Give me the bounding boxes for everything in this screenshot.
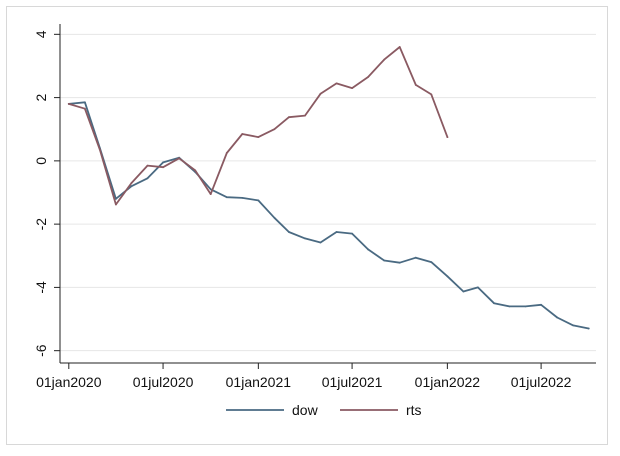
data-point-rts: [304, 114, 306, 117]
data-point-dow: [304, 237, 306, 240]
data-point-dow: [225, 196, 228, 199]
y-tick-label: 2: [33, 93, 49, 101]
data-point-dow: [462, 290, 465, 293]
data-point-dow: [335, 231, 338, 233]
data-point-dow: [556, 316, 559, 319]
data-point-dow: [383, 259, 386, 262]
data-point-dow: [130, 185, 133, 188]
data-point-dow: [209, 188, 212, 191]
y-tick-label: 0: [33, 157, 49, 165]
y-tick-label: 4: [33, 30, 49, 38]
data-point-dow: [115, 197, 117, 200]
x-tick-label: 01jul2020: [133, 374, 194, 390]
data-point-dow: [146, 177, 149, 180]
data-point-dow: [319, 241, 322, 244]
data-point-rts: [446, 136, 449, 139]
chart-frame: [6, 6, 608, 445]
data-point-rts: [414, 84, 417, 86]
data-point-rts: [241, 133, 244, 135]
data-point-dow: [430, 261, 433, 263]
data-point-dow: [367, 248, 370, 251]
data-point-dow: [398, 261, 401, 264]
data-point-dow: [288, 231, 290, 233]
x-tick-label: 01jan2021: [226, 374, 292, 390]
data-point-dow: [162, 161, 164, 164]
y-tick-label: -4: [33, 281, 49, 294]
gridlines: [60, 33, 596, 352]
data-point-rts: [273, 128, 276, 131]
y-tick-label: -2: [33, 218, 49, 231]
data-point-rts: [288, 116, 290, 119]
data-point-rts: [398, 46, 401, 48]
data-point-dow: [524, 305, 527, 308]
series-line-dow: [67, 101, 590, 330]
data-point-dow: [257, 199, 260, 202]
data-point-dow: [414, 256, 417, 259]
y-tick-label: -6: [33, 344, 49, 357]
legend-label-dow: dow: [292, 402, 319, 418]
data-point-rts: [115, 203, 117, 206]
legend-label-rts: rts: [406, 402, 422, 418]
data-point-dow: [587, 327, 590, 330]
series-lines: [67, 46, 590, 330]
data-point-dow: [572, 324, 575, 327]
data-point-dow: [477, 286, 479, 289]
data-point-rts: [335, 82, 338, 85]
data-point-dow: [273, 216, 276, 219]
x-tick-label: 01jan2020: [36, 374, 102, 390]
data-point-rts: [130, 182, 133, 184]
data-point-dow: [241, 196, 244, 199]
axes: -6 -4 -2 0 2 4 01jan2020 01jul2020 01jan2021 01ju…: [33, 24, 596, 390]
x-tick-label: 01jan2022: [415, 374, 481, 390]
data-point-rts: [430, 93, 433, 96]
data-point-rts: [194, 169, 197, 172]
data-point-rts: [83, 107, 86, 110]
data-point-rts: [98, 148, 101, 151]
data-point-dow: [540, 303, 543, 306]
data-point-dow: [446, 275, 449, 278]
data-point-rts: [351, 87, 353, 90]
data-point-rts: [225, 152, 228, 154]
data-point-dow: [83, 101, 86, 104]
data-point-rts: [257, 136, 260, 139]
data-point-rts: [162, 166, 164, 169]
legend: dow rts: [226, 402, 422, 418]
data-point-rts: [146, 164, 149, 167]
data-point-rts: [367, 76, 370, 78]
data-point-rts: [209, 193, 212, 195]
series-line-rts: [67, 46, 449, 206]
data-point-rts: [67, 103, 70, 105]
data-point-rts: [383, 58, 386, 61]
data-point-dow: [508, 305, 511, 308]
data-point-rts: [178, 157, 181, 160]
data-point-dow: [351, 232, 353, 235]
data-point-rts: [319, 92, 322, 95]
x-tick-label: 01jul2021: [322, 374, 383, 390]
data-point-dow: [493, 302, 495, 305]
x-tick-label: 01jul2022: [511, 374, 572, 390]
